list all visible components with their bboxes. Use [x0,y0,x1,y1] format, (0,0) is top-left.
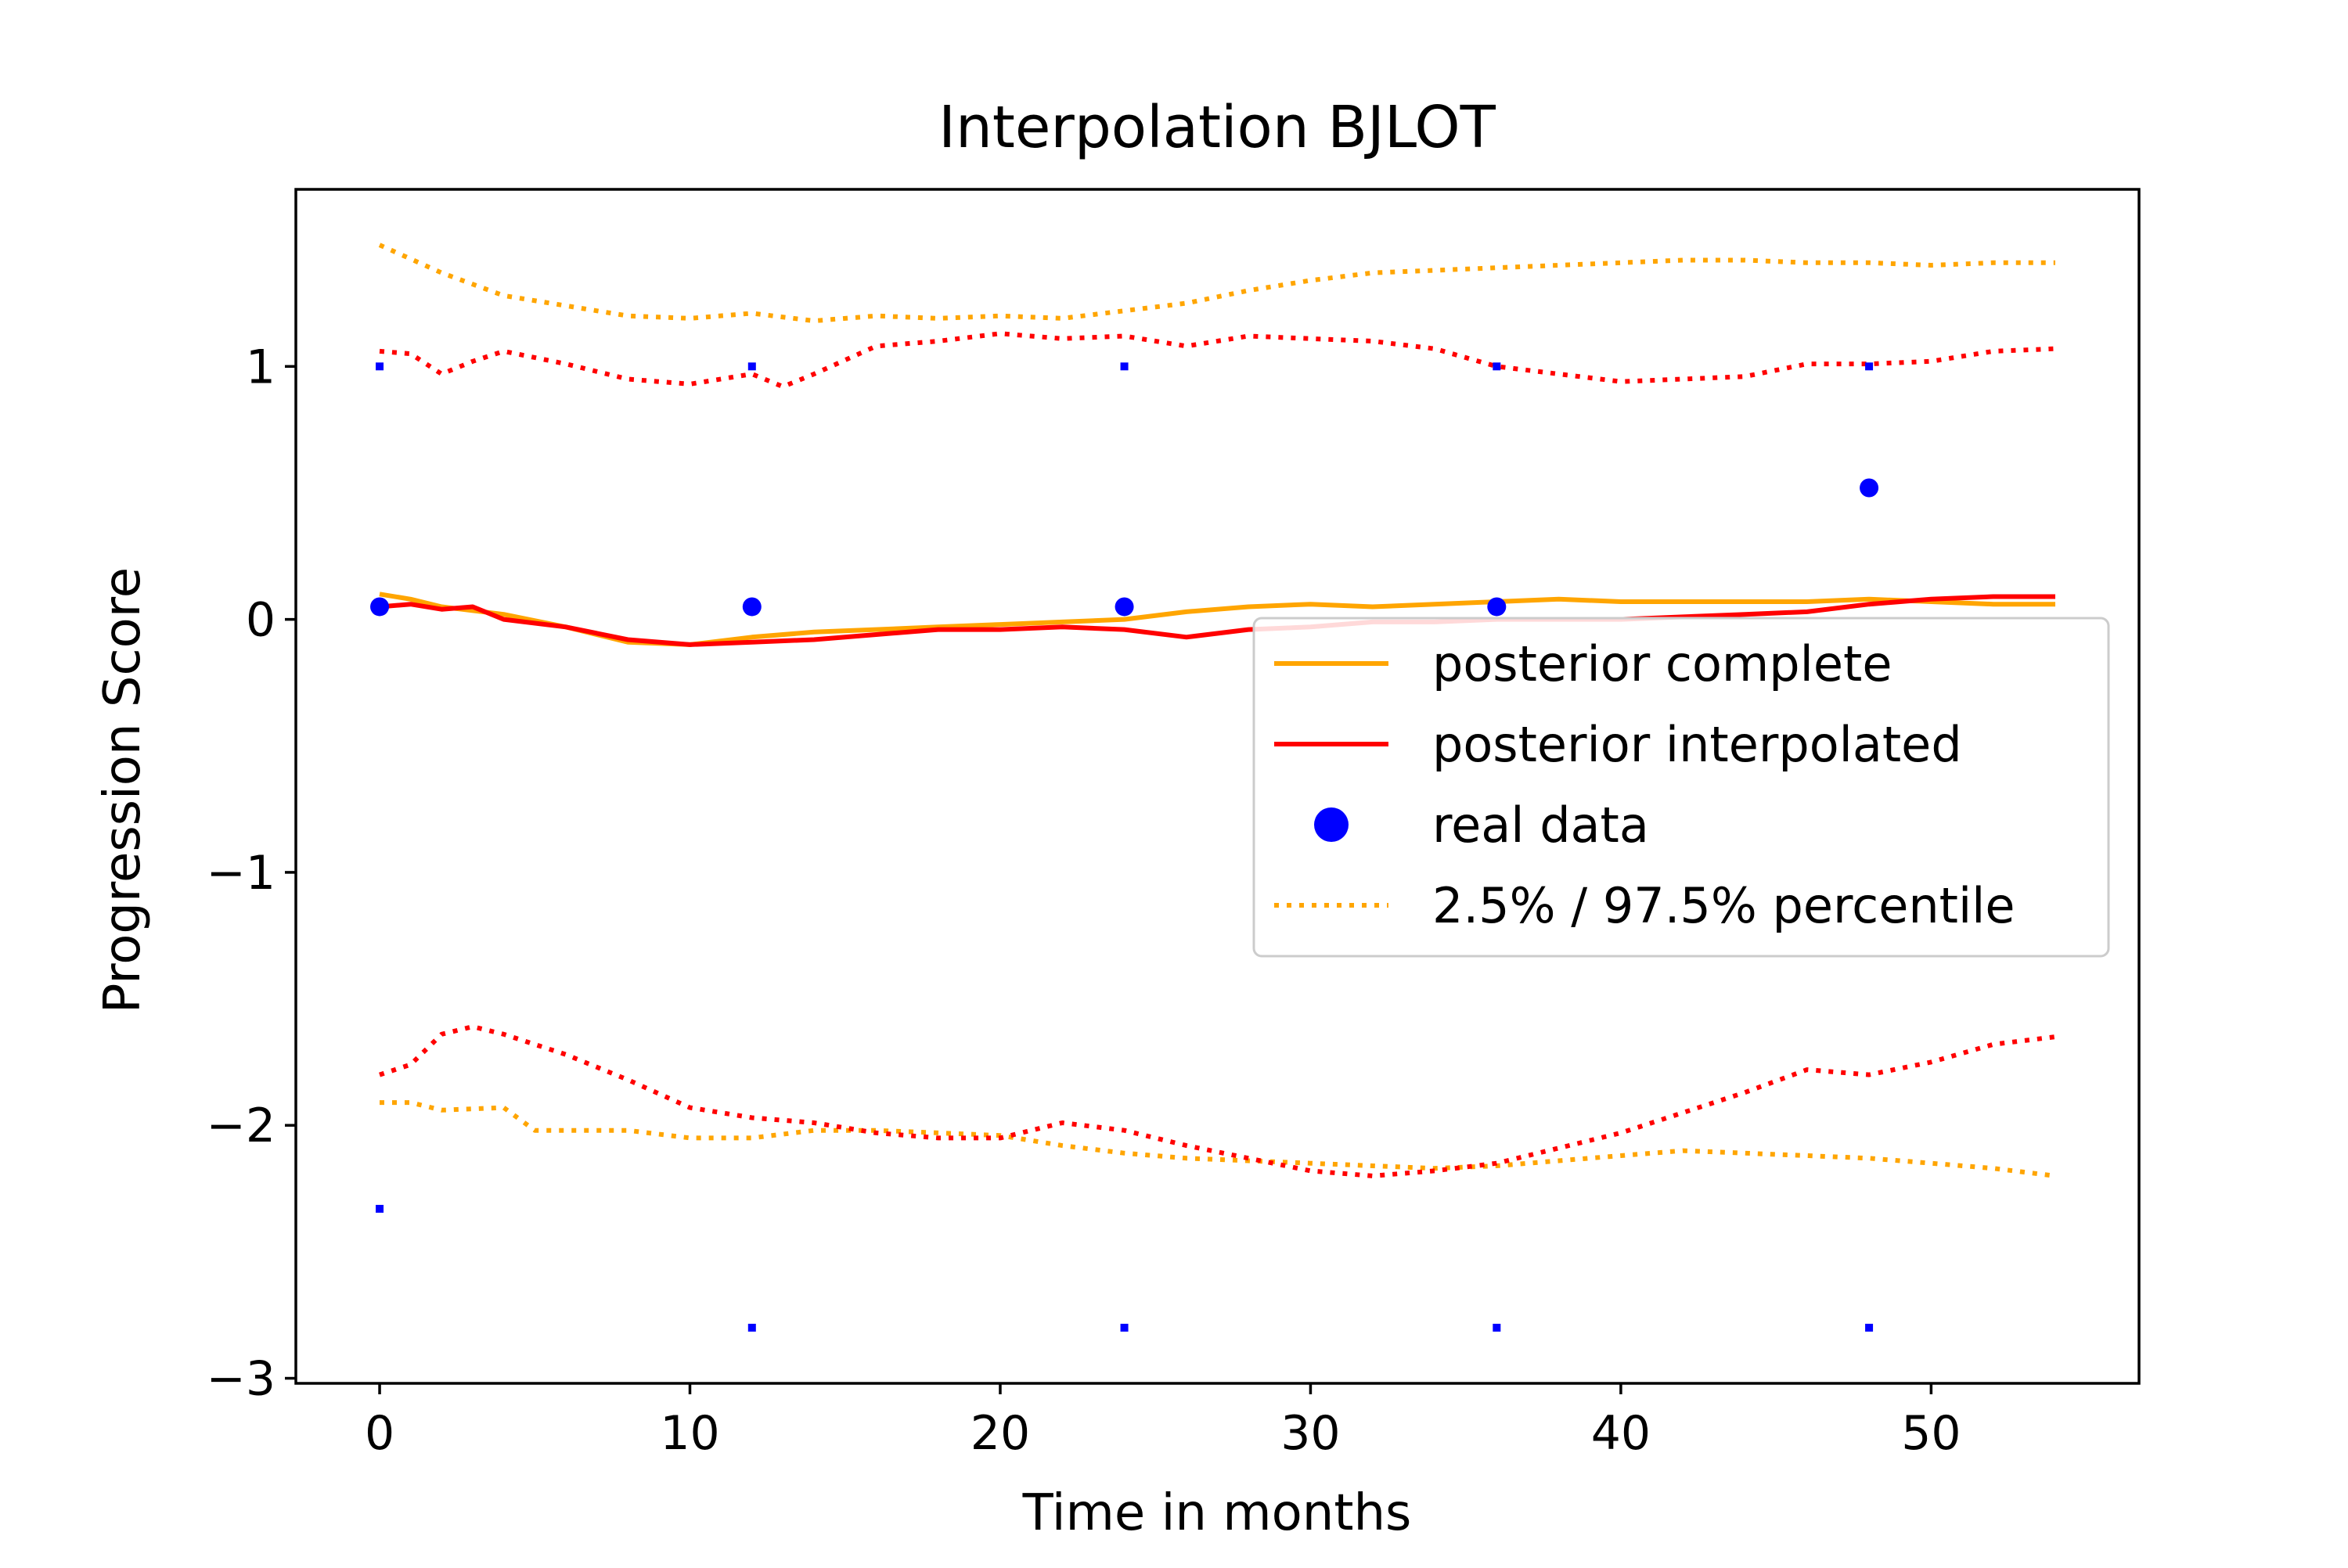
real-data-point [742,597,762,617]
legend-item: posterior interpolated [1274,716,1962,773]
plot-area [370,243,2056,1332]
real-data-point-small [376,362,384,371]
x-tick-label: 0 [365,1406,394,1461]
real-data-point [1115,597,1134,617]
legend-label: posterior interpolated [1432,716,1962,773]
legend-item: real data [1314,797,1649,854]
legend-item: 2.5% / 97.5% percentile [1274,877,2015,934]
series-line-interpolated-lower [379,1024,2056,1178]
series-line-interpolated-mean [379,594,2055,647]
y-tick-label: −3 [207,1352,275,1407]
x-axis-label: Time in months [1022,1484,1412,1542]
real-data-point [1487,597,1507,617]
legend-label: 2.5% / 97.5% percentile [1432,877,2015,934]
real-data-point-small [1865,362,1874,371]
series-line-complete-upper [378,243,2055,324]
y-tick-label: −1 [207,846,275,901]
legend-label: posterior complete [1432,635,1892,692]
real-data-point-small [747,1323,756,1332]
legend-item: posterior complete [1274,635,1892,692]
y-tick-label: 0 [246,593,275,648]
legend-box [1252,617,2110,958]
real-data-point-small [747,362,756,371]
y-axis-label: Progression Score [94,567,152,1013]
y-tick-label: −2 [207,1099,275,1153]
x-tick-label: 30 [1280,1406,1340,1461]
real-data-point-small [376,1204,384,1213]
y-tick-label: 1 [246,340,275,394]
y-axis-ticks: −3 −2 −1 0 1 [207,340,296,1407]
x-tick-label: 50 [1901,1406,1961,1461]
real-data-point-small [1120,1323,1129,1332]
axes-frame [294,188,2141,1385]
chart-title: Interpolation BJLOT [938,94,1496,161]
real-data-point-small [1865,1323,1874,1332]
series-line-complete-lower [380,1100,2056,1178]
real-data-point-small [1493,1323,1501,1332]
real-data-point-small [1493,362,1501,371]
real-data-point [370,597,390,617]
real-data-point [1860,478,1879,498]
x-tick-label: 10 [660,1406,719,1461]
legend-label: real data [1432,797,1649,854]
legend: posterior complete posterior interpolated… [1252,617,2110,958]
legend-swatch-marker [1314,807,1349,842]
x-tick-label: 20 [971,1406,1030,1461]
x-axis-ticks: 0 10 20 30 40 50 [365,1383,1961,1461]
real-data-point-small [1120,362,1129,371]
x-tick-label: 40 [1591,1406,1651,1461]
